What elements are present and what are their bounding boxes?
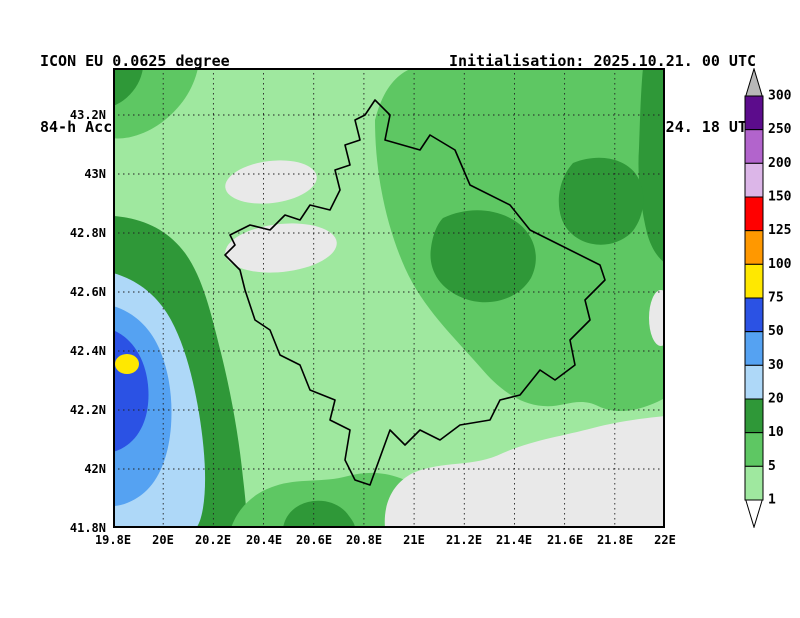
lon-tick-label: 20.6E (295, 533, 333, 547)
model-title: ICON EU 0.0625 degree (40, 52, 230, 70)
precip-region-dark-green-center (430, 210, 536, 303)
grid-lines (113, 68, 665, 528)
lat-tick-label: 41.8N (69, 521, 106, 535)
colorbar-label: 20 (768, 392, 784, 407)
lon-tick-label: 19.8E (94, 533, 132, 547)
precip-region-dark-green-nw-corner (113, 68, 143, 106)
colorbar-segment (744, 364, 764, 400)
map-area (113, 68, 665, 528)
map-frame (113, 68, 665, 528)
colorbar-segment (744, 297, 764, 333)
colorbar-label: 300 (768, 89, 792, 104)
colorbar-segment (744, 465, 764, 501)
precip-region-dark-green-south-1 (283, 500, 355, 528)
map-canvas (113, 68, 665, 528)
kosovo-border (224, 99, 606, 486)
precip-region-dry-patch-east-edge (649, 290, 665, 346)
colorbar-segment (744, 95, 764, 131)
lon-tick-label: 21.8E (596, 533, 634, 547)
colorbar-label: 150 (768, 190, 792, 205)
colorbar-label: 10 (768, 425, 784, 440)
colorbar-segment (744, 398, 764, 434)
initialisation-text: Initialisation: 2025.10.21. 00 UTC (448, 52, 756, 70)
lon-tick-label: 21E (403, 533, 425, 547)
colorbar-label: 30 (768, 358, 784, 373)
colorbar-label: 200 (768, 156, 792, 171)
lon-tick-label: 20.8E (345, 533, 383, 547)
lon-tick-label: 21.2E (445, 533, 483, 547)
colorbar-label: 100 (768, 257, 792, 272)
lat-tick-label: 42N (84, 462, 106, 476)
colorbar: 300 250 200 150 125 100 75 50 30 20 10 5… (741, 68, 800, 528)
colorbar-segment (744, 162, 764, 198)
colorbar-label: 1 (768, 493, 776, 508)
lon-tick-label: 20.2E (194, 533, 232, 547)
lat-tick-label: 42.6N (69, 285, 106, 299)
lon-tick-label: 20E (152, 533, 174, 547)
colorbar-label: 125 (768, 223, 791, 238)
lon-tick-label: 20.4E (245, 533, 283, 547)
lat-tick-label: 42.2N (69, 403, 106, 417)
colorbar-segment (744, 263, 764, 299)
colorbar-overflow-up-arrow-icon (745, 68, 763, 97)
colorbar-segment (744, 230, 764, 265)
precip-region-dry-patch-north (225, 160, 317, 204)
precip-region-yellow-core (115, 354, 139, 374)
colorbar-canvas: 300 250 200 150 125 100 75 50 30 20 10 5… (744, 68, 792, 528)
colorbar-label: 250 (768, 122, 792, 137)
lat-tick-label: 42.4N (69, 344, 106, 358)
colorbar-segment (744, 129, 764, 164)
lon-tick-label: 21.6E (546, 533, 584, 547)
lat-tick-label: 43.2N (69, 108, 106, 122)
colorbar-segment (744, 331, 764, 366)
precip-region-dark-green-east (638, 68, 665, 263)
colorbar-label: 75 (768, 291, 784, 306)
precip-region-dry-southeast (384, 416, 665, 528)
lat-tick-label: 43N (84, 167, 106, 181)
colorbar-segment (744, 432, 764, 467)
lon-tick-label: 22E (654, 533, 676, 547)
precip-region-dark-green-northeast (558, 157, 644, 245)
colorbar-segment (744, 196, 764, 232)
colorbar-label: 50 (768, 324, 784, 339)
colorbar-label: 5 (768, 459, 776, 474)
lon-tick-label: 21.4E (495, 533, 533, 547)
precip-region-dry-patch-center (225, 223, 337, 273)
colorbar-overflow-down-arrow-icon (745, 499, 763, 528)
lat-tick-label: 42.8N (69, 226, 106, 240)
